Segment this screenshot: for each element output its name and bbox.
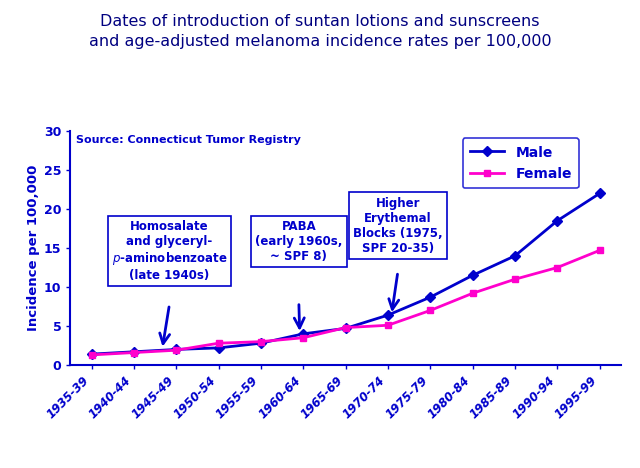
Male xyxy=(511,253,519,259)
Female xyxy=(300,335,307,341)
Female xyxy=(172,347,180,353)
Legend: Male, Female: Male, Female xyxy=(463,138,579,189)
Male xyxy=(596,190,604,196)
Female xyxy=(554,265,561,271)
Female xyxy=(88,352,95,358)
Female xyxy=(511,277,519,282)
Text: PABA
(early 1960s,
~ SPF 8): PABA (early 1960s, ~ SPF 8) xyxy=(255,220,342,263)
Female xyxy=(384,322,392,328)
Text: Dates of introduction of suntan lotions and sunscreens
and age-adjusted melanoma: Dates of introduction of suntan lotions … xyxy=(89,14,551,49)
Male xyxy=(88,351,95,357)
Male xyxy=(300,331,307,336)
Male xyxy=(257,340,265,346)
Female xyxy=(596,248,604,253)
Male xyxy=(215,345,223,351)
Female xyxy=(130,350,138,355)
Male xyxy=(130,349,138,355)
Line: Male: Male xyxy=(88,190,603,358)
Female xyxy=(215,340,223,346)
Female xyxy=(426,307,434,313)
Y-axis label: Incidence per 100,000: Incidence per 100,000 xyxy=(27,165,40,331)
Male xyxy=(468,272,476,278)
Text: Homosalate
and glyceryl-
$p$-aminobenzoate
(late 1940s): Homosalate and glyceryl- $p$-aminobenzoa… xyxy=(111,220,227,282)
Male xyxy=(554,218,561,224)
Text: Source: Connecticut Tumor Registry: Source: Connecticut Tumor Registry xyxy=(76,135,301,145)
Male xyxy=(172,347,180,352)
Male xyxy=(342,326,349,331)
Female xyxy=(468,291,476,296)
Female xyxy=(342,325,349,330)
Line: Female: Female xyxy=(88,247,603,358)
Male xyxy=(426,294,434,300)
Text: Higher
Erythemal
Blocks (1975,
SPF 20-35): Higher Erythemal Blocks (1975, SPF 20-35… xyxy=(353,197,443,255)
Female xyxy=(257,339,265,344)
Male xyxy=(384,312,392,318)
